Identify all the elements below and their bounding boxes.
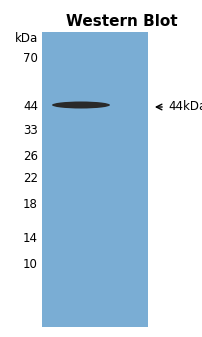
Text: Western Blot: Western Blot <box>66 14 177 29</box>
Bar <box>42 32 147 327</box>
Text: 70: 70 <box>23 52 38 64</box>
Text: 14: 14 <box>23 233 38 245</box>
Text: 44: 44 <box>23 100 38 114</box>
Text: 26: 26 <box>23 150 38 162</box>
Text: 10: 10 <box>23 258 38 272</box>
Ellipse shape <box>52 101 109 109</box>
Text: 22: 22 <box>23 172 38 184</box>
Text: kDa: kDa <box>15 31 38 44</box>
Text: 44kDa: 44kDa <box>167 100 202 114</box>
Text: 33: 33 <box>23 124 38 137</box>
Text: 18: 18 <box>23 198 38 212</box>
